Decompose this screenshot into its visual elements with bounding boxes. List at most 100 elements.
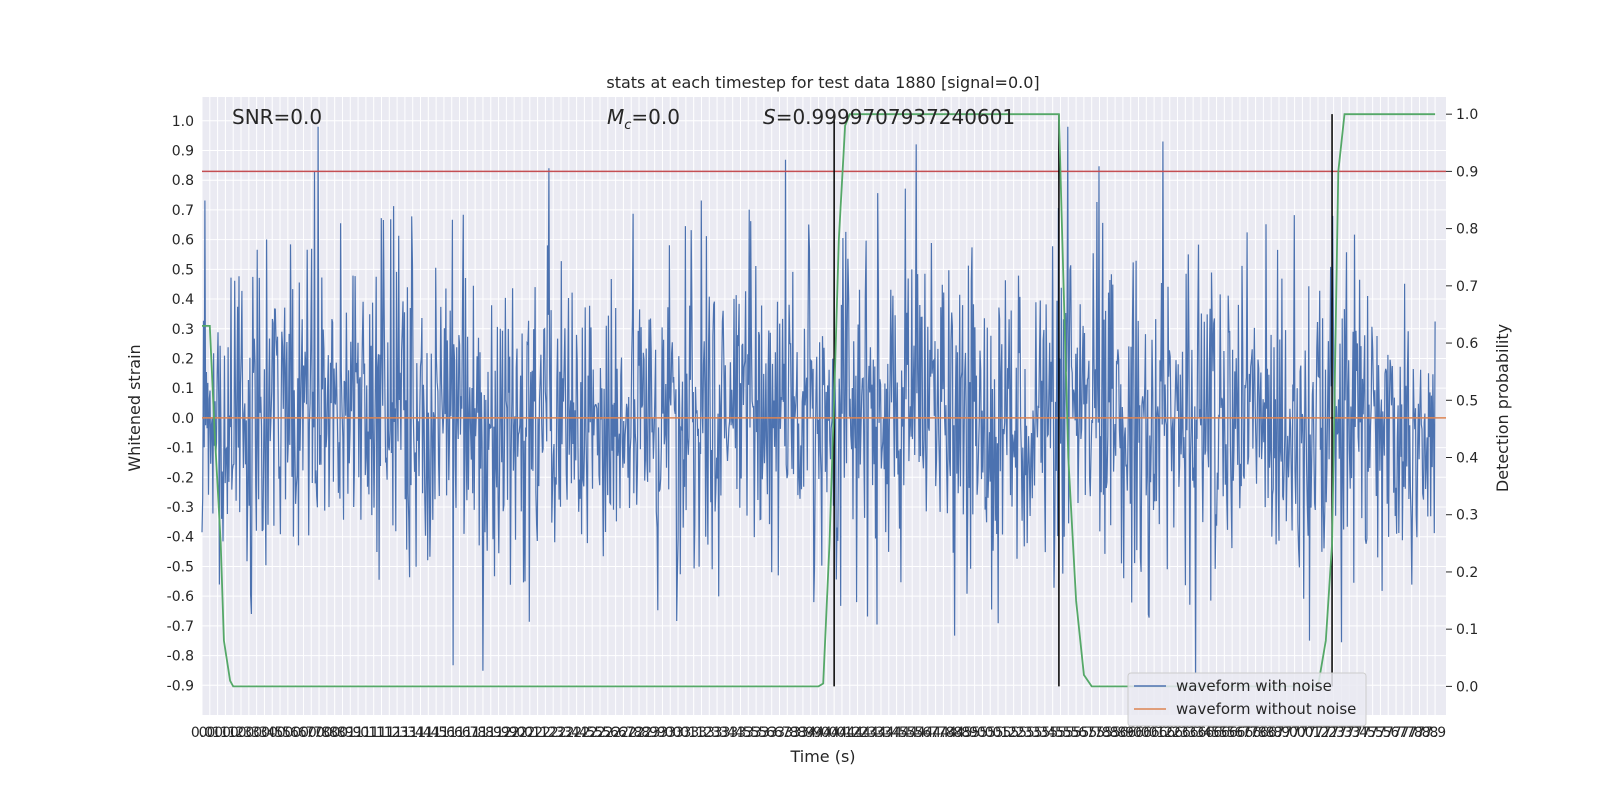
x-tick-label: 7.0 — [1291, 725, 1313, 741]
x-tick-label: 5.1 — [987, 725, 1009, 741]
x-tick-label: 1.1 — [370, 725, 392, 741]
x-tick-label: 5.3 — [1026, 725, 1048, 741]
x-tick-label: 3.0 — [651, 725, 673, 741]
x-tick-label: 2.4 — [558, 725, 580, 741]
x-tick-label: 6.7 — [1229, 725, 1251, 741]
x-tick-label: 2.1 — [519, 725, 541, 741]
x-tick-label: 7.2 — [1315, 725, 1337, 741]
x-tick-label: 4.8 — [940, 725, 962, 741]
noise-trace — [201, 126, 1436, 674]
y-tick-label: 1.0 — [172, 114, 194, 130]
x-axis-ticks: 0.00.10.10.10.20.30.30.30.40.50.50.60.60… — [191, 725, 1446, 741]
y-axis-ticks: -0.9 -0.8 -0.7 -0.6 -0.5 -0.4 -0.3 -0.2 -0.1 0.0 0… — [167, 114, 194, 695]
y-tick-label: -0.4 — [167, 530, 194, 546]
x-tick-label: 4.4 — [878, 725, 900, 741]
x-tick-label: 4.8 — [948, 725, 970, 741]
x-tick-label: 5.9 — [1112, 725, 1134, 741]
series-waveform-with-noise — [201, 126, 1436, 674]
x-tick-label: 6.0 — [1127, 725, 1149, 741]
x-tick-label: 6.1 — [1143, 725, 1165, 741]
y2-tick-label: 0.6 — [1456, 336, 1478, 352]
x-tick-label: 3.3 — [706, 725, 728, 741]
x-tick-label: 6.3 — [1174, 725, 1196, 741]
x-tick-label: 4.5 — [901, 725, 923, 741]
legend-box — [1127, 672, 1367, 727]
x-tick-label: 7.2 — [1307, 725, 1329, 741]
x-tick-label: 6.0 — [1135, 725, 1157, 741]
chirp-mass-symbol: M — [607, 105, 624, 129]
y-tick-label: 0.4 — [172, 292, 194, 308]
x-tick-label: 1.4 — [402, 725, 424, 741]
x-tick-label: 1.1 — [363, 725, 385, 741]
x-tick-label: 1.4 — [409, 725, 431, 741]
snr-annotation: SNR=0.0 — [232, 105, 322, 129]
x-tick-label: 7.5 — [1369, 725, 1391, 741]
x-tick-label: 4.0 — [807, 725, 829, 741]
y2-tick-label: 0.4 — [1456, 451, 1478, 467]
x-tick-label: 2.9 — [644, 725, 666, 741]
x-tick-label: 2.5 — [573, 725, 595, 741]
x-tick-label: 3.5 — [737, 725, 759, 741]
y-tick-label: 0.8 — [172, 173, 194, 189]
y2-tick-label: 0.8 — [1456, 222, 1478, 238]
x-tick-label: 7.5 — [1362, 725, 1384, 741]
x-tick-label: 3.9 — [792, 725, 814, 741]
legend-label-without-noise: waveform without noise — [1176, 700, 1356, 718]
x-tick-label: 7.0 — [1283, 725, 1305, 741]
x-tick-label: 7.8 — [1416, 725, 1438, 741]
stat-value: =0.9999707937240601 — [776, 105, 1015, 129]
x-tick-label: 2.8 — [620, 725, 642, 741]
x-tick-label: 3.8 — [784, 725, 806, 741]
x-tick-label: 3.5 — [745, 725, 767, 741]
x-tick-label: 4.3 — [862, 725, 884, 741]
x-tick-label: 0.8 — [316, 725, 338, 741]
x-tick-label: 3.1 — [683, 725, 705, 741]
x-tick-label: 0.4 — [253, 725, 275, 741]
x-tick-label: 6.8 — [1260, 725, 1282, 741]
x-tick-label: 6.8 — [1252, 725, 1274, 741]
x-tick-label: 3.9 — [800, 725, 822, 741]
x-tick-label: 7.8 — [1408, 725, 1430, 741]
y2-tick-label: 0.1 — [1456, 622, 1478, 638]
y-tick-label: 0.2 — [172, 351, 194, 367]
x-tick-label: 0.1 — [214, 725, 236, 741]
x-tick-label: 2.4 — [565, 725, 587, 741]
x-tick-label: 5.7 — [1073, 725, 1095, 741]
x-tick-label: 0.0 — [191, 725, 213, 741]
x-tick-label: 7.5 — [1354, 725, 1376, 741]
x-tick-label: 0.3 — [238, 725, 260, 741]
x-tick-label: 5.0 — [979, 725, 1001, 741]
x-tick-label: 5.4 — [1034, 725, 1056, 741]
x-tick-label: 6.7 — [1237, 725, 1259, 741]
x-tick-label: 6.9 — [1268, 725, 1290, 741]
x-tick-label: 4.8 — [932, 725, 954, 741]
x-tick-label: 7.7 — [1393, 725, 1415, 741]
x-tick-label: 4.3 — [870, 725, 892, 741]
x-tick-label: 4.9 — [956, 725, 978, 741]
x-tick-label: 2.5 — [589, 725, 611, 741]
x-tick-label: 7.0 — [1276, 725, 1298, 741]
x-tick-label: 5.7 — [1081, 725, 1103, 741]
x-tick-label: 4.7 — [917, 725, 939, 741]
y-tick-label: -0.8 — [167, 649, 194, 665]
x-tick-label: 1.6 — [433, 725, 455, 741]
y-tick-label: 0.1 — [172, 381, 194, 397]
x-tick-label: 0.8 — [308, 725, 330, 741]
y2-tick-label: 1.0 — [1456, 107, 1478, 123]
y-tick-label: 0.6 — [172, 233, 194, 249]
x-tick-label: 2.5 — [581, 725, 603, 741]
x-tick-label: 6.6 — [1221, 725, 1243, 741]
y-tick-label: 0.5 — [172, 262, 194, 278]
x-tick-label: 1.8 — [472, 725, 494, 741]
x-tick-label: 5.5 — [1057, 725, 1079, 741]
x-tick-label: 2.9 — [636, 725, 658, 741]
x-tick-label: 1.6 — [448, 725, 470, 741]
y2-axis-label: Detection probability — [1493, 324, 1512, 492]
y-tick-label: 0.0 — [172, 411, 194, 427]
x-axis-label: Time (s) — [789, 747, 855, 766]
y2-tick-label: 0.2 — [1456, 565, 1478, 581]
x-tick-label: 7.3 — [1330, 725, 1352, 741]
x-tick-label: 7.7 — [1385, 725, 1407, 741]
x-tick-label: 4.0 — [823, 725, 845, 741]
